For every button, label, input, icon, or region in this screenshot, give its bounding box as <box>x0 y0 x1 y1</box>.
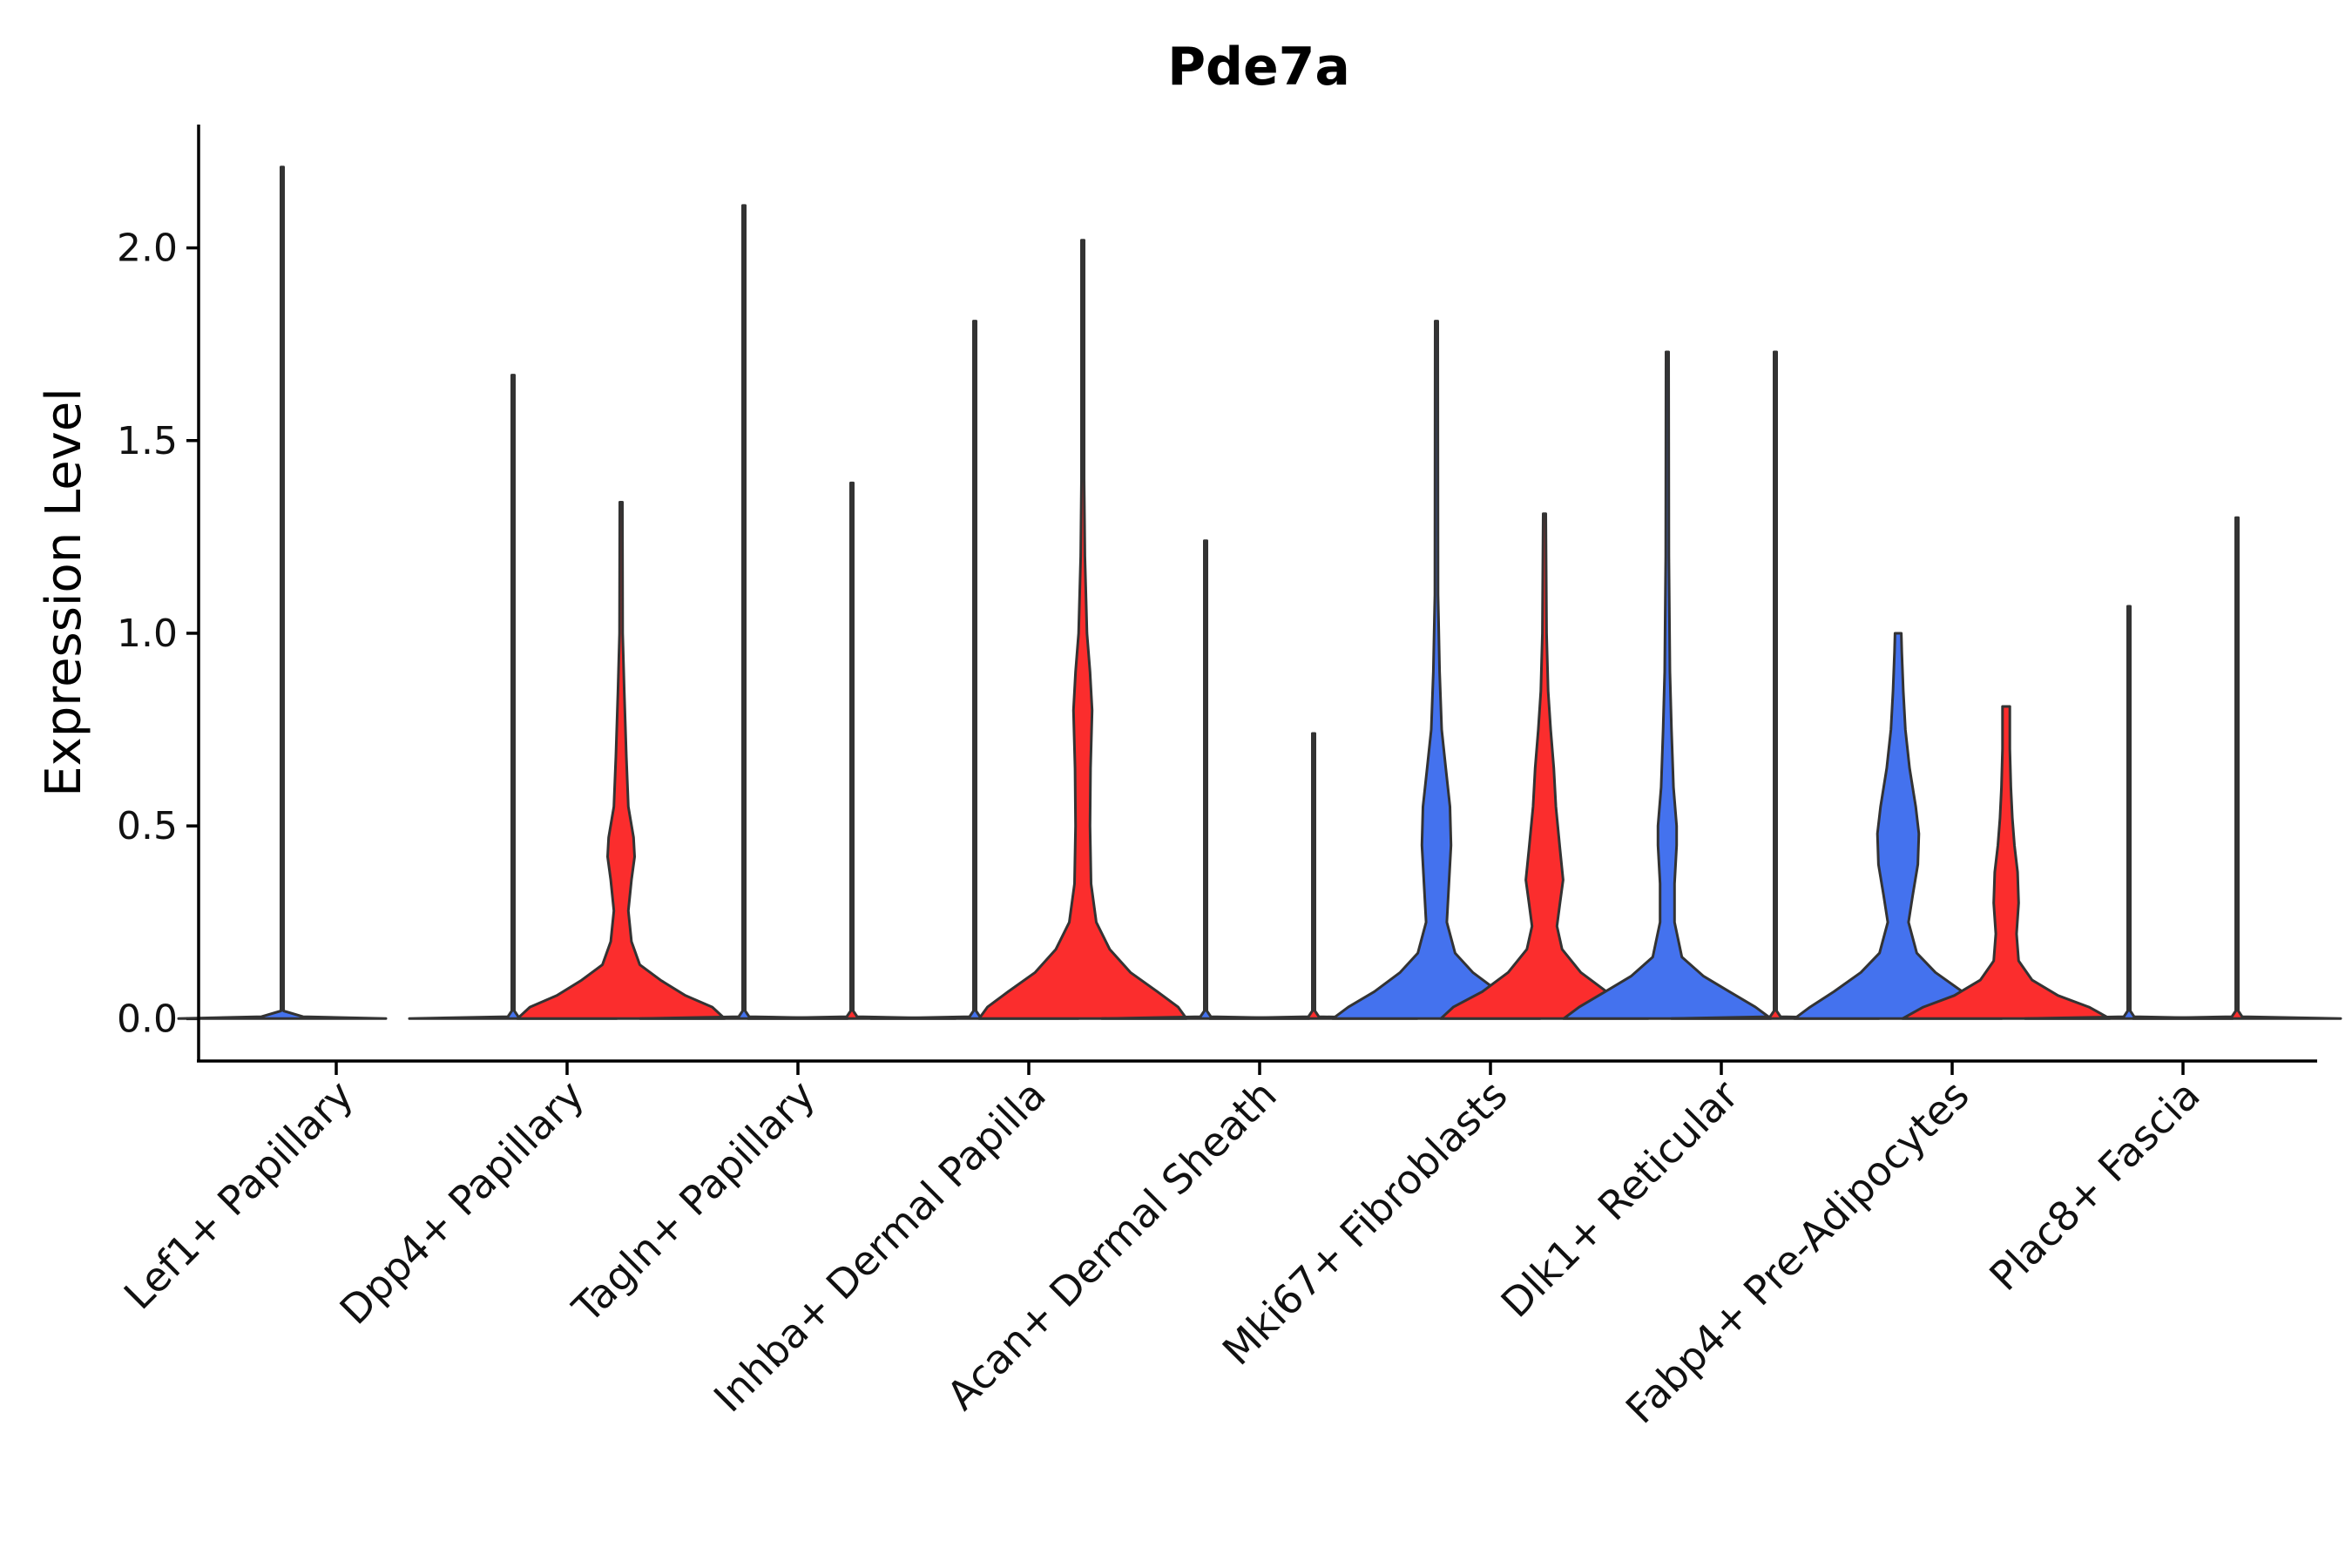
y-tick-label: 1.0 <box>117 612 178 656</box>
violin-acan-dermal-sheath-group2 <box>1208 732 1419 1020</box>
violin-dpp4-papillary-group1 <box>408 374 618 1020</box>
violin-tagln-papillary-group1 <box>639 204 849 1020</box>
violin-series <box>177 166 2342 1020</box>
x-tick-label: Dlk1+ Reticular <box>1492 1071 1747 1327</box>
violin-acan-dermal-sheath-group1 <box>1100 539 1311 1020</box>
violin-fabp4-pre-adipocytes-group2 <box>1901 705 2112 1020</box>
chart-title: Pde7a <box>1167 37 1350 98</box>
x-tick-label: Plac8+ Fascia <box>1980 1071 2208 1300</box>
violin-inhba-dermal-papilla-group2 <box>977 239 1188 1020</box>
y-axis: 0.0 0.5 1.0 1.5 2.0 <box>117 226 199 1041</box>
x-tick-label: Lef1+ Papillary <box>115 1071 362 1319</box>
violin-plac8-fascia-group1 <box>2024 605 2234 1020</box>
y-tick-label: 0.0 <box>117 997 178 1041</box>
violin-dlk1-reticular-group2 <box>1670 350 1881 1020</box>
violin-inhba-dermal-papilla-group1 <box>869 320 1080 1020</box>
y-tick-label: 2.0 <box>117 226 178 271</box>
violin-fabp4-pre-adipocytes-group1 <box>1793 632 2004 1020</box>
violin-dlk1-reticular-group1 <box>1562 350 1773 1020</box>
x-tick-label: Dpp4+ Papillary <box>331 1071 593 1334</box>
x-tick-label: Tagln+ Papillary <box>563 1071 824 1333</box>
violin-lef1-papillary-group1 <box>177 166 388 1020</box>
violin-mki67-fibroblasts-group2 <box>1439 512 1650 1020</box>
violin-tagln-papillary-group2 <box>747 481 957 1020</box>
y-axis-label: Expression Level <box>36 388 92 797</box>
y-tick-label: 1.5 <box>117 419 178 463</box>
violin-plac8-fascia-group2 <box>2132 516 2342 1020</box>
violin-dpp4-papillary-group2 <box>516 501 727 1020</box>
violin-mki67-fibroblasts-group1 <box>1331 320 1542 1020</box>
y-tick-label: 0.5 <box>117 804 178 848</box>
